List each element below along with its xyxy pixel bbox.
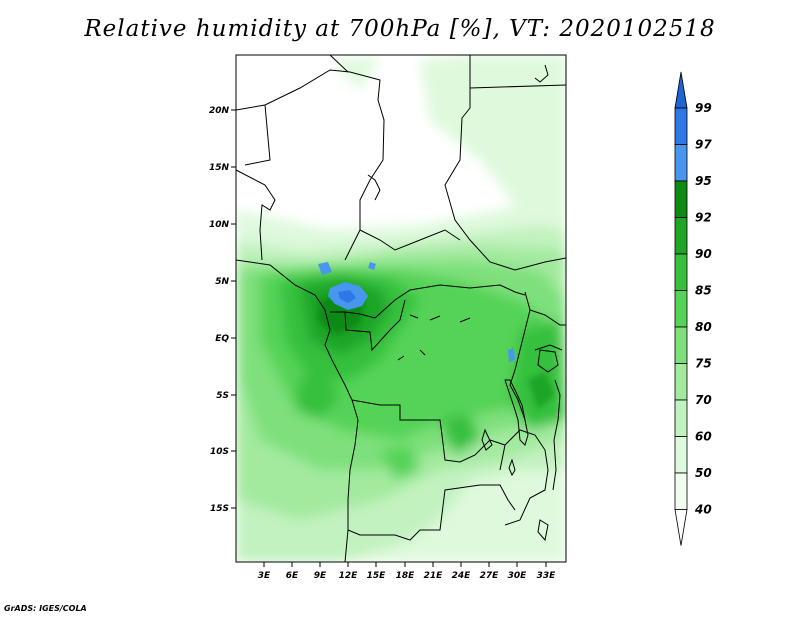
colorbar-level-label: 99 xyxy=(695,101,712,115)
lon-label: 15E xyxy=(367,571,387,581)
lat-label: 15S xyxy=(210,504,229,514)
lat-label: 5S xyxy=(216,391,229,401)
colorbar-level-label: 85 xyxy=(695,284,712,298)
colorbar-segment xyxy=(674,107,688,145)
colorbar-level-label: 70 xyxy=(695,393,712,407)
lon-label: 18E xyxy=(396,571,416,581)
lon-label: 21E xyxy=(424,571,444,581)
colorbar-top-arrow xyxy=(674,71,688,109)
colorbar-level-label: 75 xyxy=(695,357,712,371)
colorbar-segment xyxy=(674,436,688,474)
colorbar-level-label: 90 xyxy=(695,247,712,261)
colorbar-level-label: 97 xyxy=(695,138,712,152)
lat-label: 10S xyxy=(210,447,229,457)
colorbar-segment xyxy=(674,363,688,401)
lon-label: 12E xyxy=(339,571,359,581)
grads-credit: GrADS: IGES/COLA xyxy=(4,604,87,613)
colorbar-level-label: 60 xyxy=(695,430,712,444)
lon-label: 9E xyxy=(314,571,327,581)
colorbar-segment xyxy=(674,180,688,218)
lat-label: EQ xyxy=(215,334,229,344)
lat-label: 15N xyxy=(209,163,230,173)
colorbar-labels: 99 97 95 92 90 85 80 75 70 60 50 40 xyxy=(694,101,712,517)
lon-label: 33E xyxy=(537,571,557,581)
colorbar-segment xyxy=(674,290,688,328)
colorbar-level-label: 80 xyxy=(695,320,712,334)
map-title: Relative humidity at 700hPa [%], VT: 202… xyxy=(84,16,716,42)
colorbar-segments xyxy=(674,71,688,546)
lon-label: 6E xyxy=(286,571,299,581)
lon-label: 24E xyxy=(452,571,472,581)
colorbar-segment xyxy=(674,217,688,255)
colorbar-segment xyxy=(674,253,688,291)
colorbar-segment xyxy=(674,472,688,510)
lat-label: 10N xyxy=(209,220,230,230)
country-boundaries xyxy=(236,55,566,562)
lat-label: 20N xyxy=(209,106,230,116)
colorbar-segment xyxy=(674,326,688,364)
colorbar-segment xyxy=(674,399,688,437)
colorbar: 99 97 95 92 90 85 80 75 70 60 50 40 xyxy=(674,71,712,546)
colorbar-segment xyxy=(674,144,688,182)
colorbar-level-label: 40 xyxy=(694,503,712,517)
longitude-axis: 3E 6E 9E 12E 15E 18E 21E 24E 27E 30E 33E xyxy=(258,562,556,581)
colorbar-bottom-arrow xyxy=(674,509,688,546)
lon-label: 30E xyxy=(508,571,528,581)
lon-label: 3E xyxy=(258,571,271,581)
lat-label: 5N xyxy=(215,277,229,287)
lon-label: 27E xyxy=(480,571,500,581)
colorbar-level-label: 95 xyxy=(695,174,712,188)
map-border xyxy=(235,54,567,563)
latitude-axis: 20N 15N 10N 5N EQ 5S 10S 15S xyxy=(209,106,236,514)
colorbar-level-label: 50 xyxy=(695,466,712,480)
colorbar-level-label: 92 xyxy=(695,211,712,225)
humidity-shading xyxy=(236,55,566,562)
